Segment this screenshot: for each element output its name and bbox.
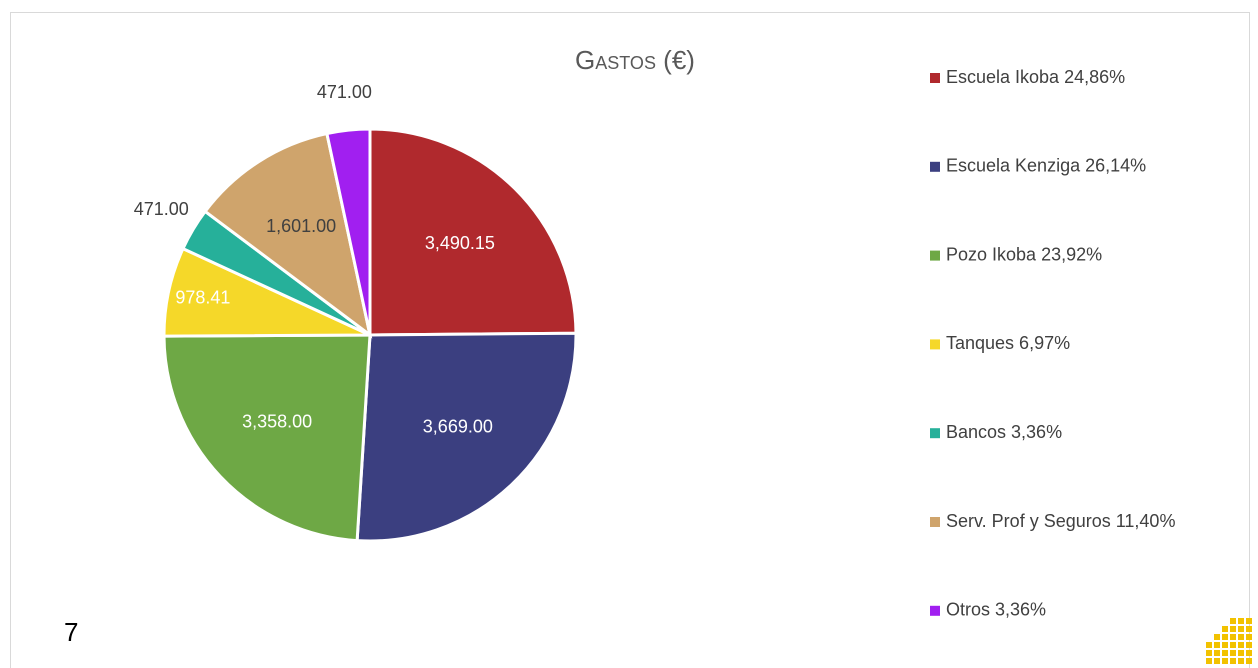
legend-label: Otros 3,36% — [946, 600, 1046, 620]
logo-cell — [1238, 642, 1244, 648]
logo-cell — [1230, 634, 1236, 640]
logo-cell — [1206, 650, 1212, 656]
logo-cell — [1222, 634, 1228, 640]
logo-cell — [1238, 634, 1244, 640]
legend-label: Tanques 6,97% — [946, 333, 1070, 353]
logo-cell — [1246, 618, 1252, 624]
legend-label: Bancos 3,36% — [946, 422, 1062, 442]
logo-cell — [1222, 650, 1228, 656]
logo-cell — [1214, 642, 1220, 648]
logo-cell — [1222, 642, 1228, 648]
pie-slice — [355, 331, 578, 543]
legend-label: Escuela Kenziga 26,14% — [946, 156, 1146, 176]
logo-cell — [1214, 650, 1220, 656]
logo-cell — [1230, 658, 1236, 664]
logo-cell — [1246, 650, 1252, 656]
legend-label: Serv. Prof y Seguros 11,40% — [946, 511, 1175, 531]
legend-swatch — [930, 73, 940, 83]
logo-cell — [1206, 658, 1212, 664]
legend-swatch — [930, 250, 940, 261]
data-label: 3,358.00 — [242, 411, 312, 431]
logo-cell — [1230, 618, 1236, 624]
logo-cell — [1238, 658, 1244, 664]
logo-cell — [1222, 626, 1228, 632]
logo-cell — [1246, 626, 1252, 632]
legend-swatch — [930, 605, 940, 616]
logo-cell — [1222, 658, 1228, 664]
data-label: 3,669.00 — [423, 416, 493, 436]
data-label: 1,601.00 — [266, 216, 336, 236]
logo — [1206, 618, 1252, 664]
logo-cell — [1214, 634, 1220, 640]
chart-title: Gastos (€) — [575, 45, 695, 75]
logo-cell — [1206, 642, 1212, 648]
logo-cell — [1238, 626, 1244, 632]
logo-cell — [1238, 618, 1244, 624]
legend-swatch — [930, 517, 940, 527]
legend-swatch — [930, 161, 940, 172]
data-label: 978.41 — [175, 287, 230, 307]
frame — [10, 12, 1250, 668]
logo-cell — [1246, 642, 1252, 648]
legend-label: Pozo Ikoba 23,92% — [946, 244, 1102, 264]
logo-cell — [1230, 642, 1236, 648]
data-label: 471.00 — [134, 199, 189, 219]
logo-cell — [1230, 650, 1236, 656]
pie-slice — [203, 131, 373, 339]
pie-slice — [368, 127, 578, 337]
pie-slice — [325, 127, 372, 336]
legend-label: Escuela Ikoba 24,86% — [946, 67, 1125, 87]
logo-cell — [1214, 658, 1220, 664]
logo-cell — [1238, 650, 1244, 656]
data-label: 3,490.15 — [425, 233, 495, 253]
legend-swatch — [930, 339, 940, 350]
logo-cell — [1246, 634, 1252, 640]
legend-swatch — [930, 428, 940, 439]
logo-cell — [1246, 658, 1252, 664]
page-number: 7 — [64, 617, 78, 647]
logo-cell — [1230, 626, 1236, 632]
data-label: 471.00 — [317, 82, 372, 102]
pie-slice — [162, 333, 372, 543]
